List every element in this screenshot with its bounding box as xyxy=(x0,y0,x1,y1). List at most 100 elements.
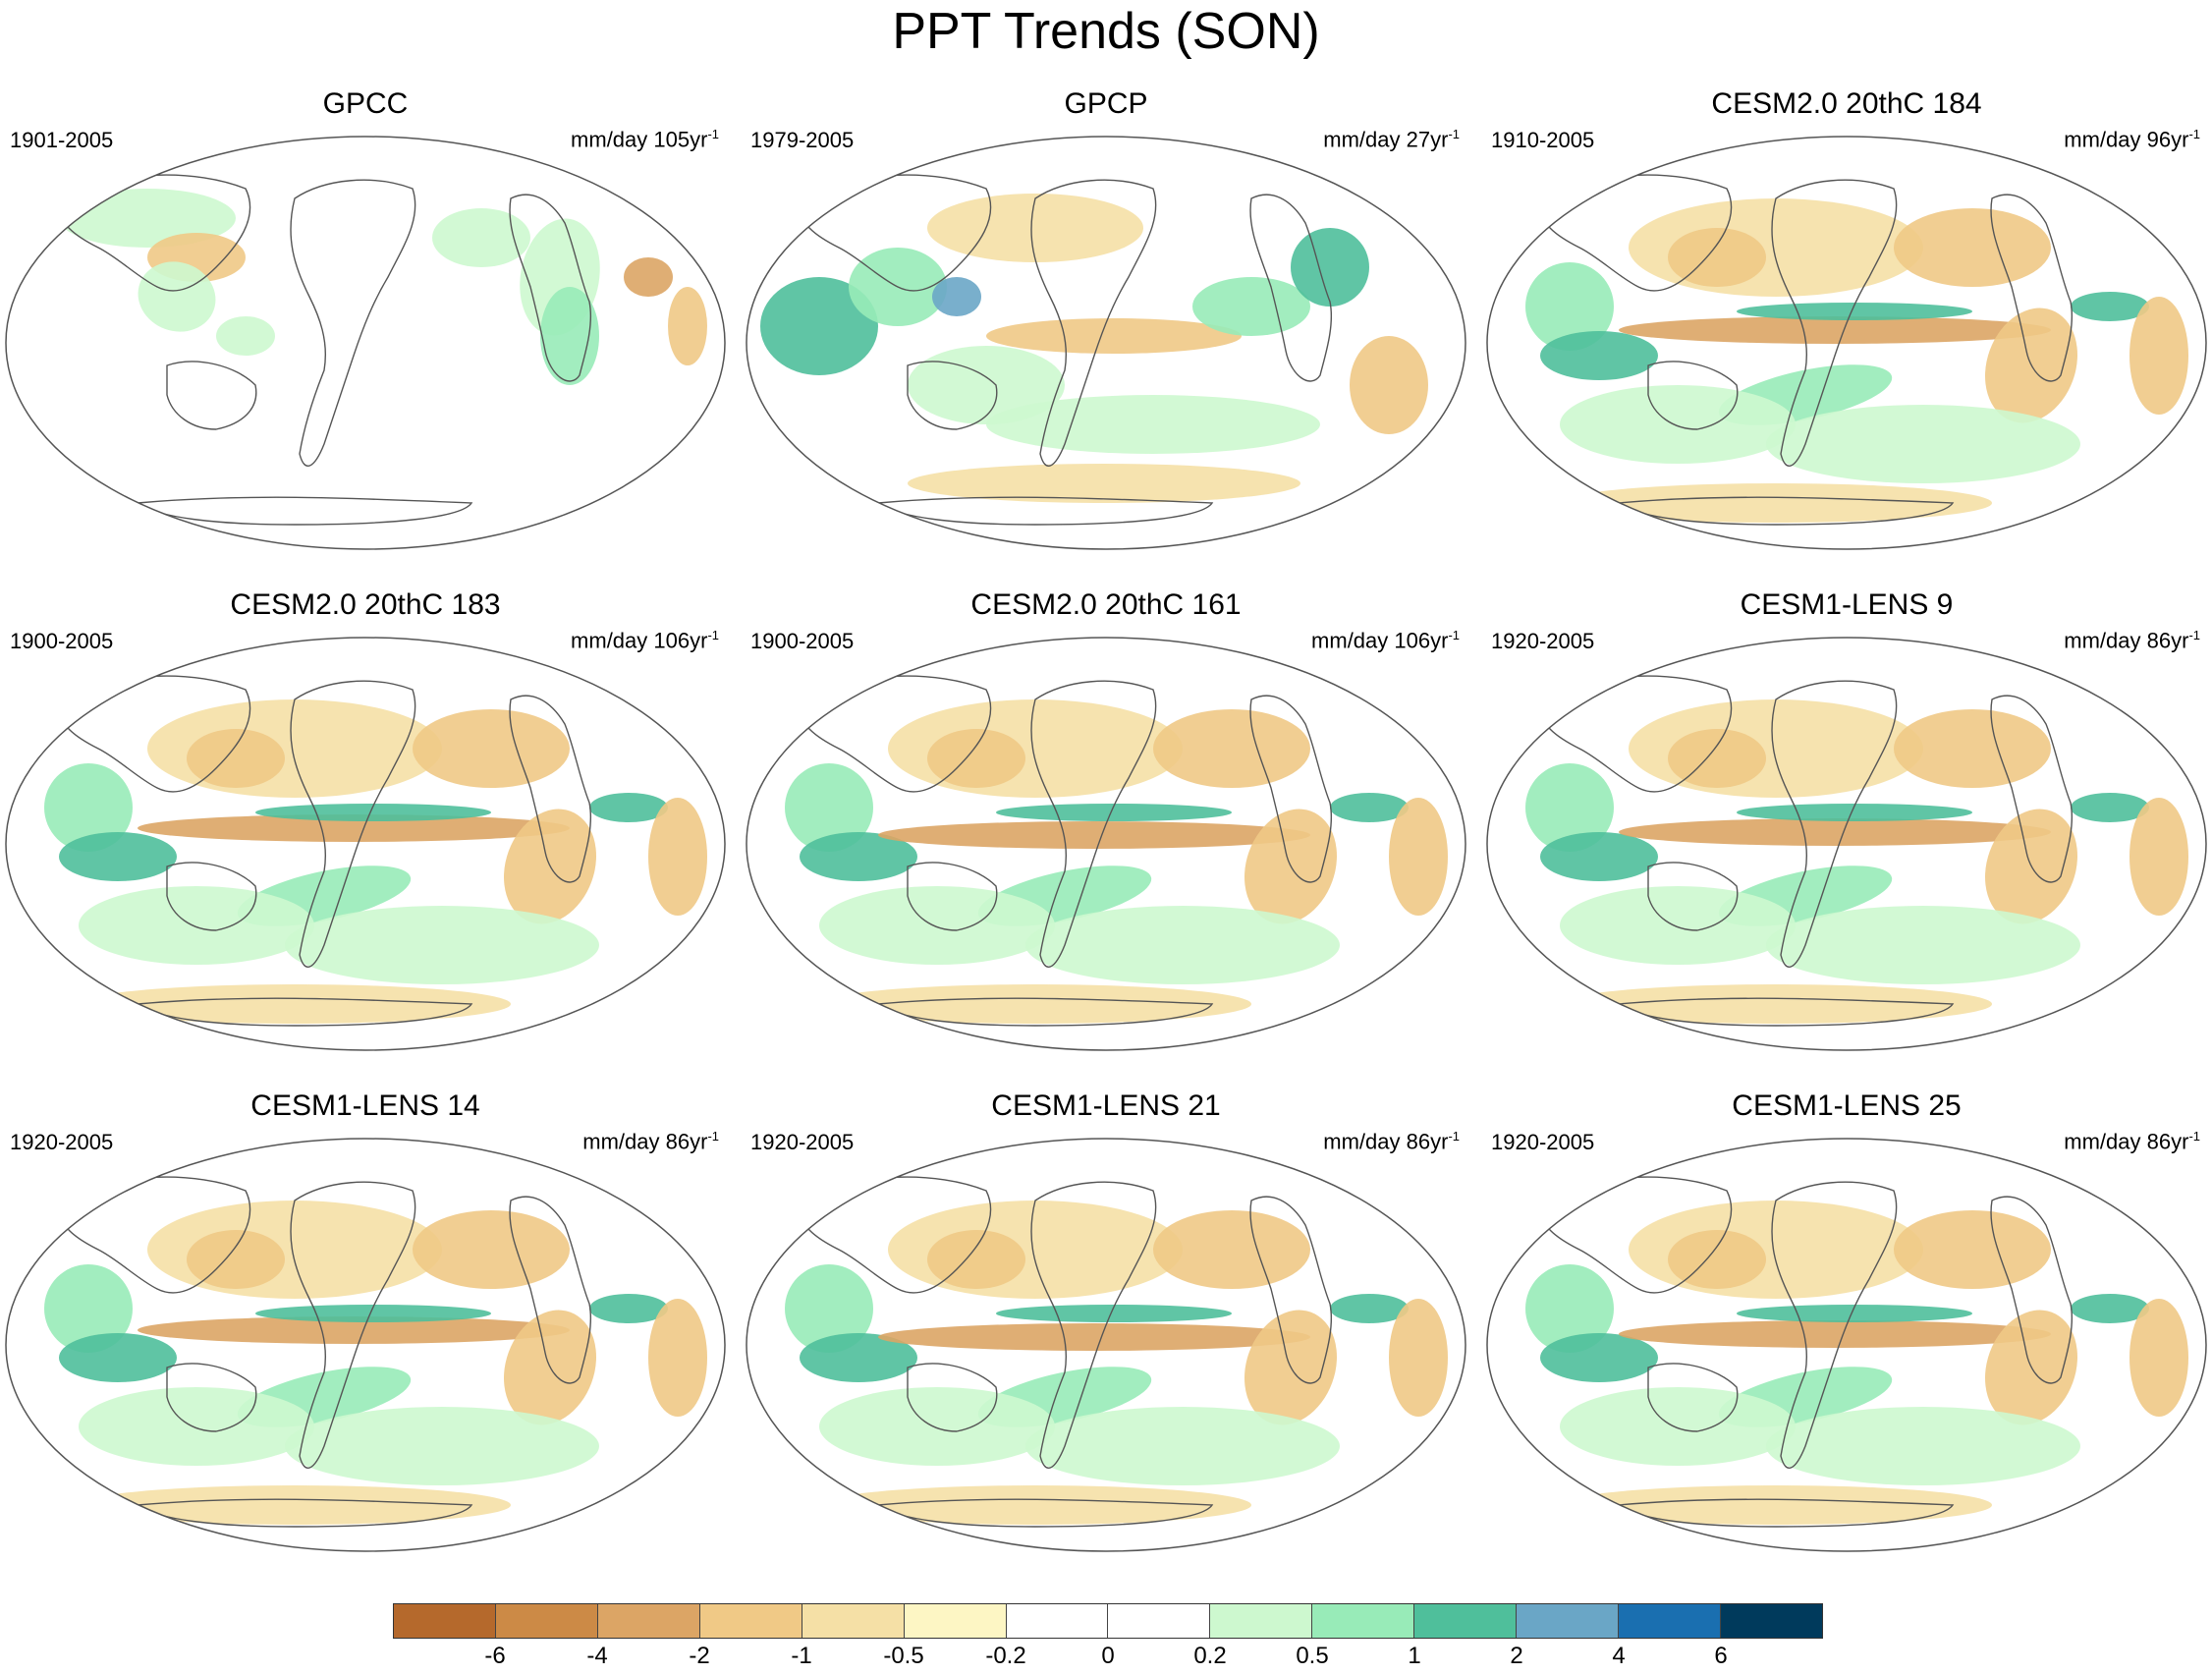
coastline xyxy=(509,194,592,382)
trend-region xyxy=(1668,1230,1766,1289)
trend-region xyxy=(540,287,599,385)
robinson-map xyxy=(1486,637,2207,1051)
panel-period: 1910-2005 xyxy=(1491,128,1595,152)
trend-region xyxy=(79,984,511,1024)
coastline xyxy=(1647,1363,1739,1432)
map-panel: CESM1-LENS 9 1920-2005 mm/day 86yr-1 xyxy=(1481,587,2212,1057)
panel-title: CESM2.0 20thC 183 xyxy=(230,588,501,621)
coastline xyxy=(57,1176,251,1294)
panel-period: 1920-2005 xyxy=(1491,629,1595,653)
coastline xyxy=(1030,179,1157,467)
trend-region xyxy=(589,1294,668,1323)
map-panel: CESM1-LENS 25 1920-2005 mm/day 86yr-1 xyxy=(1481,1089,2212,1558)
panel-title: CESM1-LENS 25 xyxy=(1732,1089,1962,1122)
trend-region xyxy=(1025,1407,1340,1485)
colorbar-swatch xyxy=(394,1604,496,1638)
trend-region xyxy=(1560,1387,1796,1466)
trend-region xyxy=(1525,763,1614,852)
panel-period: 1979-2005 xyxy=(750,128,855,152)
map-panel: CESM2.0 20thC 184 1910-2005 mm/day 96yr-1 xyxy=(1481,86,2212,556)
coastline xyxy=(1249,695,1333,883)
coastline xyxy=(1771,1181,1898,1469)
coastline xyxy=(166,862,257,931)
panel-period: 1900-2005 xyxy=(750,629,855,653)
coastline xyxy=(1617,496,1955,526)
trend-region xyxy=(1766,1407,2080,1485)
trend-region xyxy=(432,208,530,267)
colorbar-swatch xyxy=(1517,1604,1620,1638)
trend-region xyxy=(624,257,673,297)
trend-region xyxy=(1560,483,1992,523)
trend-region xyxy=(1894,709,2051,788)
colorbar-tick-label: -4 xyxy=(586,1643,608,1669)
trend-region xyxy=(1540,1333,1658,1382)
trend-region xyxy=(1619,316,2051,344)
coastline xyxy=(1249,1196,1333,1384)
robinson-map xyxy=(746,136,1466,550)
robinson-map xyxy=(1486,136,2207,550)
coastline xyxy=(290,1181,416,1469)
coastline xyxy=(509,695,592,883)
colorbar-swatch xyxy=(495,1604,598,1638)
panel-period: 1920-2005 xyxy=(10,1130,114,1154)
trend-region xyxy=(2071,292,2149,321)
trend-region xyxy=(986,318,1242,354)
map-border xyxy=(1486,1138,2207,1552)
map-border xyxy=(5,136,726,550)
trend-region xyxy=(1894,208,2051,287)
coastline xyxy=(1617,997,1955,1027)
trend-region xyxy=(1668,228,1766,287)
coastline xyxy=(290,179,416,467)
trend-region xyxy=(44,1264,133,1353)
trend-region xyxy=(800,1333,917,1382)
panel-units: mm/day 96yr-1 xyxy=(2064,127,2200,152)
colorbar-swatch xyxy=(597,1604,700,1638)
colorbar-tick-label: 0.2 xyxy=(1193,1643,1227,1669)
trend-region xyxy=(589,793,668,822)
trend-region xyxy=(819,886,1055,965)
trend-region xyxy=(878,1323,1310,1351)
trend-region xyxy=(413,709,570,788)
map-border xyxy=(5,637,726,1051)
map-panel: CESM1-LENS 14 1920-2005 mm/day 86yr-1 xyxy=(0,1089,731,1558)
colorbar-swatch xyxy=(904,1604,1007,1638)
map-border xyxy=(746,136,1466,550)
panel-title: CESM2.0 20thC 161 xyxy=(970,588,1242,621)
coastline xyxy=(1647,361,1739,430)
coastline xyxy=(136,496,473,526)
coastline xyxy=(798,174,992,292)
trend-region xyxy=(648,798,707,916)
robinson-map xyxy=(746,637,1466,1051)
trend-region xyxy=(1540,832,1658,881)
trend-region xyxy=(1668,729,1766,788)
trend-region xyxy=(1330,793,1409,822)
trend-region xyxy=(285,1407,599,1485)
trend-region xyxy=(44,763,133,852)
coastline xyxy=(1538,1176,1733,1294)
trend-region xyxy=(1894,1210,2051,1289)
trend-region xyxy=(138,261,216,332)
trend-region xyxy=(927,729,1025,788)
trend-region xyxy=(1025,906,1340,984)
trend-region xyxy=(760,277,878,375)
trend-region xyxy=(59,832,177,881)
colorbar-swatch xyxy=(802,1604,905,1638)
panel-units: mm/day 86yr-1 xyxy=(2064,628,2200,653)
panel-units: mm/day 86yr-1 xyxy=(1323,1129,1460,1154)
panel-units: mm/day 86yr-1 xyxy=(582,1129,719,1154)
trend-region xyxy=(1540,331,1658,380)
map-panel: GPCP 1979-2005 mm/day 27yr-1 xyxy=(741,86,1471,556)
coastline xyxy=(136,997,473,1027)
trend-region xyxy=(819,1387,1055,1466)
coastline xyxy=(509,1196,592,1384)
trend-region xyxy=(2071,1294,2149,1323)
panel-units: mm/day 105yr-1 xyxy=(571,127,719,152)
coastline xyxy=(1990,1196,2074,1384)
coastline xyxy=(1990,194,2074,382)
colorbar-tick-label: -0.2 xyxy=(985,1643,1026,1669)
map-border xyxy=(746,1138,1466,1552)
trend-region xyxy=(927,1230,1025,1289)
trend-region xyxy=(138,1316,570,1344)
coastline xyxy=(1771,179,1898,467)
panel-title: CESM1-LENS 9 xyxy=(1740,588,1954,621)
